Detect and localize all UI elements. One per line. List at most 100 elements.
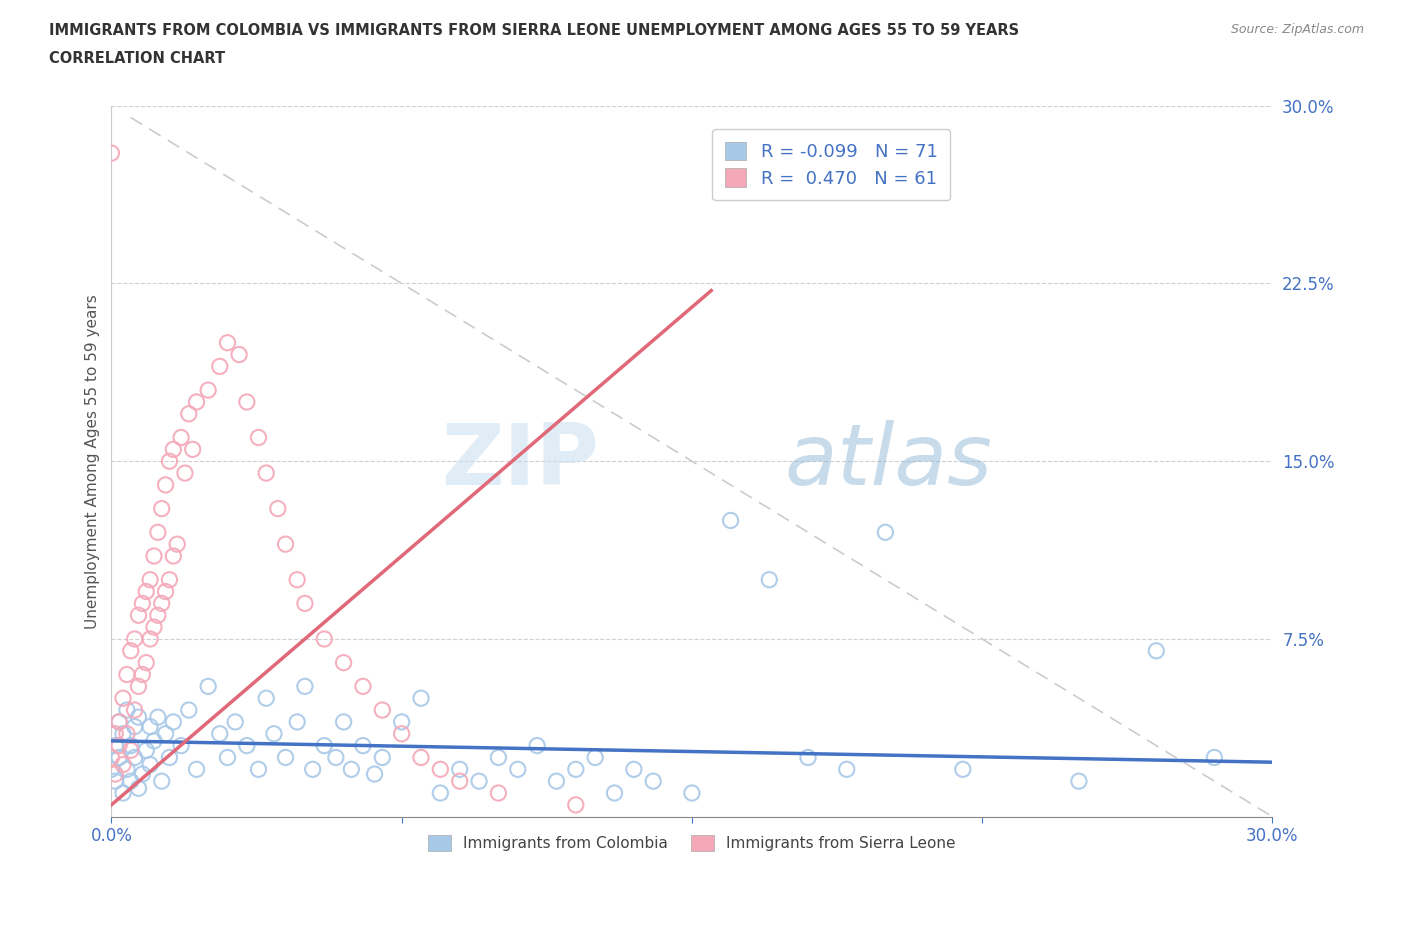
Point <box>115 762 138 777</box>
Point <box>247 430 270 445</box>
Point <box>120 738 142 753</box>
Point <box>1067 774 1090 789</box>
Point <box>159 750 181 764</box>
Point <box>267 501 290 516</box>
Point <box>139 757 162 772</box>
Point <box>217 750 239 764</box>
Point <box>274 750 297 764</box>
Point <box>115 667 138 682</box>
Point <box>583 750 606 764</box>
Text: CORRELATION CHART: CORRELATION CHART <box>49 51 225 66</box>
Point <box>128 679 150 694</box>
Point <box>301 762 323 777</box>
Point <box>143 549 166 564</box>
Point <box>228 347 250 362</box>
Point <box>104 766 127 781</box>
Point <box>603 786 626 801</box>
Point <box>128 608 150 623</box>
Point <box>449 774 471 789</box>
Text: IMMIGRANTS FROM COLOMBIA VS IMMIGRANTS FROM SIERRA LEONE UNEMPLOYMENT AMONG AGES: IMMIGRANTS FROM COLOMBIA VS IMMIGRANTS F… <box>49 23 1019 38</box>
Point <box>100 762 122 777</box>
Point <box>371 703 394 718</box>
Point <box>197 679 219 694</box>
Point <box>224 714 246 729</box>
Text: Source: ZipAtlas.com: Source: ZipAtlas.com <box>1230 23 1364 36</box>
Point <box>565 762 588 777</box>
Point <box>159 454 181 469</box>
Point <box>120 743 142 758</box>
Point <box>409 750 432 764</box>
Point <box>146 710 169 724</box>
Point <box>162 442 184 457</box>
Point <box>314 738 336 753</box>
Point <box>623 762 645 777</box>
Point <box>429 762 451 777</box>
Point <box>391 726 413 741</box>
Point <box>486 750 509 764</box>
Point <box>208 726 231 741</box>
Point <box>104 726 127 741</box>
Point <box>139 719 162 734</box>
Point <box>166 537 188 551</box>
Point <box>146 608 169 623</box>
Point <box>371 750 394 764</box>
Point <box>135 656 157 671</box>
Point <box>332 714 354 729</box>
Point <box>111 691 134 706</box>
Point <box>115 726 138 741</box>
Point <box>108 738 131 753</box>
Point <box>108 750 131 764</box>
Point <box>104 774 127 789</box>
Point <box>391 714 413 729</box>
Point <box>217 335 239 350</box>
Point <box>835 762 858 777</box>
Y-axis label: Unemployment Among Ages 55 to 59 years: Unemployment Among Ages 55 to 59 years <box>86 294 100 629</box>
Point <box>108 714 131 729</box>
Point <box>159 572 181 587</box>
Point <box>294 679 316 694</box>
Point <box>174 466 197 481</box>
Point <box>120 774 142 789</box>
Point <box>486 786 509 801</box>
Point <box>643 774 665 789</box>
Point <box>108 714 131 729</box>
Point <box>186 394 208 409</box>
Point <box>111 786 134 801</box>
Point <box>131 667 153 682</box>
Point <box>135 584 157 599</box>
Point <box>135 743 157 758</box>
Point <box>449 762 471 777</box>
Point <box>146 525 169 539</box>
Point <box>170 738 193 753</box>
Point <box>409 691 432 706</box>
Point <box>294 596 316 611</box>
Point <box>720 513 742 528</box>
Point <box>143 734 166 749</box>
Point <box>254 691 277 706</box>
Point <box>150 501 173 516</box>
Point <box>111 726 134 741</box>
Point <box>797 750 820 764</box>
Point <box>139 572 162 587</box>
Point <box>285 714 308 729</box>
Point <box>352 738 374 753</box>
Point <box>155 726 177 741</box>
Point <box>115 703 138 718</box>
Point <box>325 750 347 764</box>
Point <box>143 619 166 634</box>
Point <box>104 738 127 753</box>
Point <box>263 726 285 741</box>
Point <box>468 774 491 789</box>
Point <box>120 644 142 658</box>
Point <box>124 719 146 734</box>
Point <box>546 774 568 789</box>
Point <box>124 750 146 764</box>
Point <box>162 714 184 729</box>
Point <box>506 762 529 777</box>
Point <box>875 525 897 539</box>
Point <box>150 596 173 611</box>
Point <box>111 757 134 772</box>
Point <box>247 762 270 777</box>
Point <box>1144 644 1167 658</box>
Point <box>208 359 231 374</box>
